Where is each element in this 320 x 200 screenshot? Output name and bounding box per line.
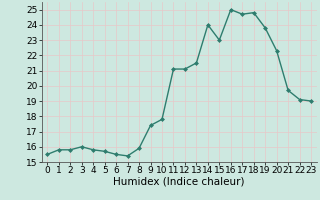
X-axis label: Humidex (Indice chaleur): Humidex (Indice chaleur) [114,177,245,187]
